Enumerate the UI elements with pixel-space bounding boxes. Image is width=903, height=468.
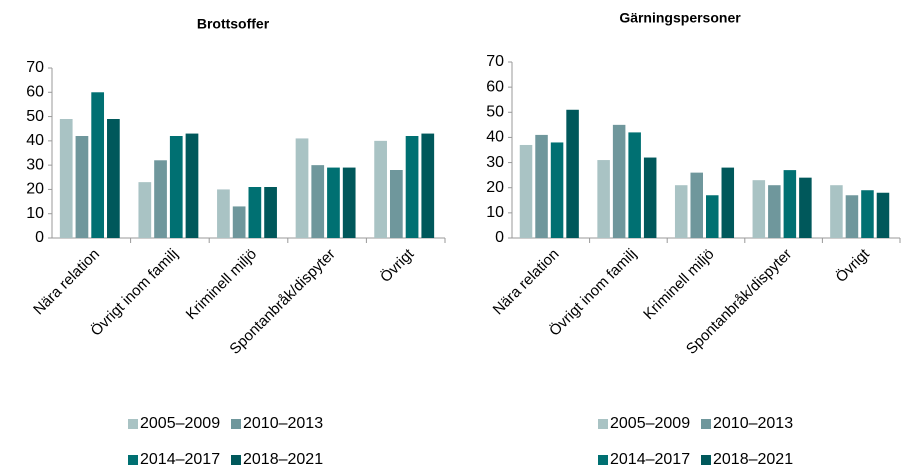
legend-label: 2018–2021: [713, 451, 793, 468]
bar: [876, 192, 890, 238]
x-tick-label: Kriminell miljö: [183, 246, 260, 323]
y-tick-label: 10: [486, 204, 504, 221]
legend-swatch: [231, 455, 241, 465]
bar: [138, 182, 152, 238]
bar: [91, 92, 105, 239]
bar: [612, 124, 626, 238]
legend-label: 2005–2009: [610, 415, 690, 432]
y-tick-label: 30: [486, 154, 504, 171]
legend-label: 2010–2013: [713, 415, 793, 432]
y-tick-label: 60: [486, 78, 504, 95]
bar: [342, 167, 356, 238]
legend-swatch: [231, 419, 241, 429]
bar: [295, 138, 309, 238]
bar: [674, 185, 688, 238]
bar: [628, 132, 641, 238]
chart-title: Brottsoffer: [197, 16, 270, 32]
y-tick-label: 30: [26, 156, 44, 173]
bar: [107, 119, 120, 238]
y-tick-label: 0: [35, 229, 44, 246]
bar: [311, 165, 325, 238]
bar: [799, 177, 812, 238]
bar: [535, 134, 548, 238]
bar: [232, 206, 246, 238]
y-tick-label: 0: [495, 229, 504, 246]
y-tick-label: 60: [26, 84, 44, 101]
bar: [643, 157, 657, 238]
x-tick-label: Övrigt: [832, 244, 874, 286]
bar: [550, 142, 564, 238]
bar: [59, 119, 73, 238]
y-tick-label: 40: [486, 129, 504, 146]
legend-swatch: [701, 419, 711, 429]
bar: [154, 160, 167, 238]
bar: [721, 167, 735, 238]
bar: [519, 144, 533, 238]
bar: [566, 109, 579, 239]
legend-label: 2010–2013: [243, 415, 323, 432]
legend-label: 2005–2009: [140, 415, 220, 432]
legend-swatch: [701, 455, 711, 465]
y-tick-label: 40: [26, 132, 44, 149]
legend-label: 2018–2021: [243, 451, 323, 468]
y-tick-label: 70: [26, 59, 44, 76]
x-tick-label: Övrigt: [376, 244, 418, 286]
bar: [421, 133, 435, 238]
bar: [690, 172, 703, 238]
x-tick-label: Nära relation: [30, 246, 103, 319]
bar: [248, 187, 262, 238]
bar: [389, 170, 403, 238]
legend-swatch: [128, 455, 138, 465]
legend-swatch: [128, 419, 138, 429]
bar: [374, 140, 387, 238]
bar: [845, 195, 859, 238]
y-tick-label: 20: [26, 181, 44, 198]
bar: [752, 180, 766, 238]
bar: [830, 185, 843, 238]
y-tick-label: 50: [486, 104, 504, 121]
x-tick-label: Nära relation: [490, 246, 563, 319]
legend-swatch: [598, 419, 608, 429]
bar: [217, 189, 230, 238]
y-tick-label: 50: [26, 108, 44, 125]
chart-title: Gärningspersoner: [619, 10, 741, 26]
bar: [264, 187, 277, 238]
bar: [169, 136, 183, 238]
bar: [706, 195, 719, 238]
y-tick-label: 10: [26, 205, 44, 222]
bar: [405, 136, 419, 238]
bar: [768, 185, 781, 238]
bar: [327, 167, 340, 238]
bar: [861, 190, 874, 238]
bar: [75, 136, 89, 238]
legend-swatch: [598, 455, 608, 465]
bar: [185, 133, 199, 238]
bar: [783, 170, 797, 238]
legend-label: 2014–2017: [610, 451, 690, 468]
y-tick-label: 20: [486, 179, 504, 196]
x-tick-label: Kriminell miljö: [640, 246, 717, 323]
legend-label: 2014–2017: [140, 451, 220, 468]
y-tick-label: 70: [486, 53, 504, 70]
bar: [597, 160, 610, 238]
